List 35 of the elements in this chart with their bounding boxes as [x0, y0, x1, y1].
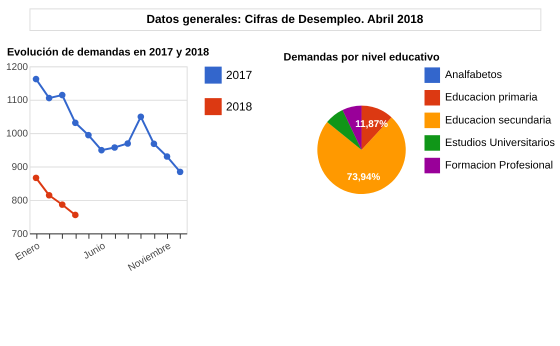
data-label: 73,94%	[346, 172, 380, 184]
point	[138, 113, 144, 120]
legend-label: 2018	[226, 100, 253, 114]
point	[46, 192, 52, 199]
point	[164, 153, 170, 160]
legend-label: Educacion secundaria	[445, 114, 552, 126]
point	[85, 132, 92, 138]
legend-label: Formacion Profesional	[445, 160, 554, 172]
x-tick-label: Junio	[82, 240, 108, 262]
y-tick-label: 1200	[6, 62, 29, 73]
y-tick-label: 1000	[6, 128, 29, 140]
point	[124, 140, 132, 147]
y-tick-label: 900	[12, 162, 29, 173]
point	[176, 168, 184, 176]
point	[58, 201, 66, 208]
legend-label: Estudios Universitarios	[445, 136, 556, 149]
legend-label: Educacion primaria	[445, 92, 538, 104]
chart-title: Evolución de demandas en 2017 y 2018	[6, 46, 210, 59]
point	[32, 174, 40, 182]
point	[32, 76, 40, 82]
point	[46, 94, 52, 102]
point	[58, 92, 66, 98]
y-tick-label: 700	[12, 228, 29, 240]
legend-label: 2017	[226, 69, 252, 82]
text: Datos generales: Cifras de Desempleo. Abril 2018	[146, 13, 424, 26]
y-tick-label: 1100	[6, 95, 29, 106]
point	[98, 146, 105, 154]
point	[72, 119, 79, 126]
point	[150, 140, 158, 148]
y-tick-label: 800	[12, 195, 29, 206]
point	[111, 144, 118, 151]
point	[72, 212, 79, 218]
category-label: Analfabetos	[445, 69, 502, 82]
chart-title: Demandas por nivel educativo	[284, 51, 440, 64]
pie-slice	[317, 117, 406, 194]
